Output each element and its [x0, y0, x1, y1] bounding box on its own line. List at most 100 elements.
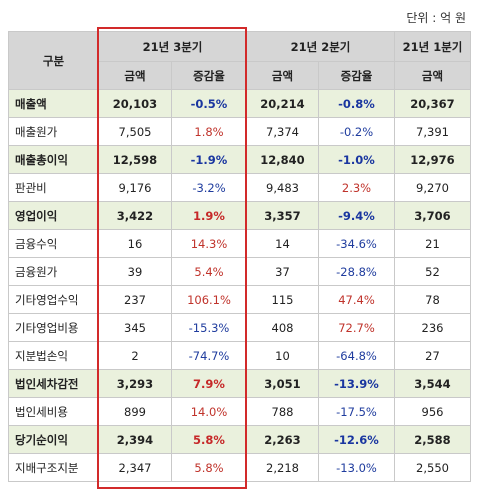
header-q3-amount: 금액 [98, 61, 172, 90]
table-row: 매출액 20,103 -0.5% 20,214 -0.8% 20,367 [8, 89, 471, 118]
table-row: 금융원가 39 5.4% 37 -28.8% 52 [8, 257, 471, 286]
q2-amount-cell: 7,374 [246, 117, 319, 146]
header-q2-amount: 금액 [246, 61, 319, 90]
q2-amount-cell: 2,263 [246, 425, 319, 454]
q2-amount-cell: 37 [246, 257, 319, 286]
q2-change-cell: -1.0% [318, 145, 395, 174]
table-row: 매출원가 7,505 1.8% 7,374 -0.2% 7,391 [8, 117, 471, 146]
row-label: 매출총이익 [8, 145, 99, 174]
q3-change-cell: 1.9% [171, 201, 247, 230]
q3-change-cell: -0.5% [171, 89, 247, 118]
q3-amount-cell: 345 [98, 313, 172, 342]
q3-change-cell: 106.1% [171, 285, 247, 314]
header-q1-2021: 21년 1분기 [394, 31, 471, 62]
q2-change-cell: 47.4% [318, 285, 395, 314]
q3-change-cell: -1.9% [171, 145, 247, 174]
q3-change-cell: 14.3% [171, 229, 247, 258]
q3-amount-cell: 237 [98, 285, 172, 314]
q3-change-cell: -15.3% [171, 313, 247, 342]
table-row: 영업이익 3,422 1.9% 3,357 -9.4% 3,706 [8, 201, 471, 230]
row-label: 기타영업비용 [8, 313, 99, 342]
q1-amount-cell: 20,367 [394, 89, 471, 118]
q2-amount-cell: 3,051 [246, 369, 319, 398]
table-row: 판관비 9,176 -3.2% 9,483 2.3% 9,270 [8, 173, 471, 202]
table-row: 기타영업비용 345 -15.3% 408 72.7% 236 [8, 313, 471, 342]
row-label: 지배구조지분 [8, 453, 99, 482]
q2-change-cell: -13.0% [318, 453, 395, 482]
q3-amount-cell: 7,505 [98, 117, 172, 146]
q2-change-cell: -9.4% [318, 201, 395, 230]
q3-amount-cell: 16 [98, 229, 172, 258]
header-row-periods: 구분 21년 3분기 21년 2분기 21년 1분기 [8, 31, 471, 90]
header-q2-change: 증감율 [318, 61, 395, 90]
q3-change-cell: 5.4% [171, 257, 247, 286]
q3-amount-cell: 2 [98, 341, 172, 370]
row-label: 영업이익 [8, 201, 99, 230]
q3-change-cell: 5.8% [171, 453, 247, 482]
header-q3-change: 증감율 [171, 61, 247, 90]
q1-amount-cell: 12,976 [394, 145, 471, 174]
table-row: 기타영업수익 237 106.1% 115 47.4% 78 [8, 285, 471, 314]
q1-amount-cell: 7,391 [394, 117, 471, 146]
q2-amount-cell: 3,357 [246, 201, 319, 230]
q3-amount-cell: 9,176 [98, 173, 172, 202]
table-row: 지배구조지분 2,347 5.8% 2,218 -13.0% 2,550 [8, 453, 471, 482]
financial-table: 구분 21년 3분기 21년 2분기 21년 1분기 금액 증감율 금액 증감율… [8, 31, 471, 482]
q1-amount-cell: 3,544 [394, 369, 471, 398]
q2-amount-cell: 115 [246, 285, 319, 314]
row-label: 매출원가 [8, 117, 99, 146]
q1-amount-cell: 27 [394, 341, 471, 370]
row-label: 금융원가 [8, 257, 99, 286]
header-q1-amount: 금액 [394, 61, 471, 90]
q2-change-cell: -28.8% [318, 257, 395, 286]
q3-change-cell: 14.0% [171, 397, 247, 426]
q1-amount-cell: 236 [394, 313, 471, 342]
q3-change-cell: 7.9% [171, 369, 247, 398]
row-label: 법인세차감전 [8, 369, 99, 398]
q3-amount-cell: 2,394 [98, 425, 172, 454]
q2-amount-cell: 10 [246, 341, 319, 370]
table-row: 매출총이익 12,598 -1.9% 12,840 -1.0% 12,976 [8, 145, 471, 174]
q3-amount-cell: 3,293 [98, 369, 172, 398]
q3-change-cell: -3.2% [171, 173, 247, 202]
q2-amount-cell: 2,218 [246, 453, 319, 482]
q3-change-cell: -74.7% [171, 341, 247, 370]
q1-amount-cell: 21 [394, 229, 471, 258]
q1-amount-cell: 3,706 [394, 201, 471, 230]
table-row: 법인세차감전 3,293 7.9% 3,051 -13.9% 3,544 [8, 369, 471, 398]
q1-amount-cell: 52 [394, 257, 471, 286]
header-q2-2021: 21년 2분기 [246, 31, 395, 62]
q1-amount-cell: 956 [394, 397, 471, 426]
unit-label: 단위 : 억 원 [406, 11, 466, 25]
header-category: 구분 [8, 31, 99, 90]
q1-amount-cell: 9,270 [394, 173, 471, 202]
q3-amount-cell: 2,347 [98, 453, 172, 482]
row-label: 지분법손익 [8, 341, 99, 370]
table-row: 금융수익 16 14.3% 14 -34.6% 21 [8, 229, 471, 258]
q2-change-cell: -0.8% [318, 89, 395, 118]
q1-amount-cell: 2,588 [394, 425, 471, 454]
q2-change-cell: 2.3% [318, 173, 395, 202]
q2-amount-cell: 20,214 [246, 89, 319, 118]
row-label: 금융수익 [8, 229, 99, 258]
q2-amount-cell: 788 [246, 397, 319, 426]
q3-amount-cell: 20,103 [98, 89, 172, 118]
row-label: 법인세비용 [8, 397, 99, 426]
table-row: 지분법손익 2 -74.7% 10 -64.8% 27 [8, 341, 471, 370]
q2-change-cell: -34.6% [318, 229, 395, 258]
q3-amount-cell: 12,598 [98, 145, 172, 174]
q2-change-cell: -17.5% [318, 397, 395, 426]
q2-change-cell: -64.8% [318, 341, 395, 370]
q3-amount-cell: 3,422 [98, 201, 172, 230]
q2-amount-cell: 14 [246, 229, 319, 258]
q2-amount-cell: 408 [246, 313, 319, 342]
q3-change-cell: 1.8% [171, 117, 247, 146]
header-q3-2021: 21년 3분기 [98, 31, 247, 62]
row-label: 기타영업수익 [8, 285, 99, 314]
q1-amount-cell: 2,550 [394, 453, 471, 482]
q3-amount-cell: 899 [98, 397, 172, 426]
q2-change-cell: -12.6% [318, 425, 395, 454]
row-label: 판관비 [8, 173, 99, 202]
q2-amount-cell: 12,840 [246, 145, 319, 174]
row-label: 당기순이익 [8, 425, 99, 454]
